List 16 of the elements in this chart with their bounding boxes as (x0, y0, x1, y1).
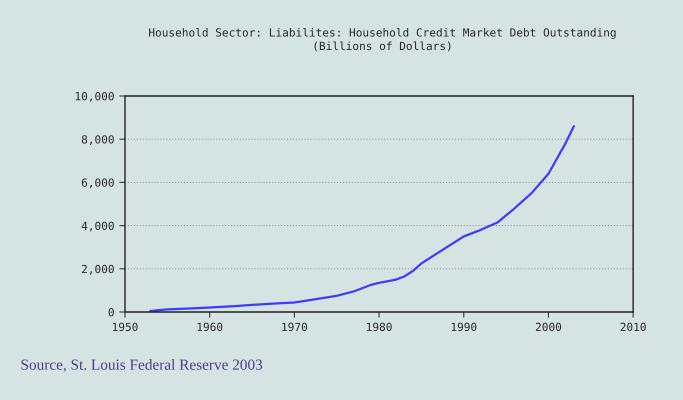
source-note: Source, St. Louis Federal Reserve 2003 (22, 359, 262, 372)
y-tick-label: 8,000 (82, 135, 114, 146)
x-tick-label: 1960 (198, 322, 222, 332)
x-tick-label: 2010 (620, 322, 646, 332)
line-series (149, 125, 575, 312)
y-tick-label: 0 (108, 308, 114, 316)
y-tick-label: 4,000 (82, 222, 114, 232)
chart-title: Household Sector: Liabilites: Household Credit Market Debt Outstanding (Billions of Dollars) (149, 28, 616, 52)
x-tick-label: 1990 (452, 322, 476, 332)
x-tick-label: 1980 (367, 322, 392, 332)
x-tick-label: 2000 (536, 322, 562, 332)
x-tick-label: 1970 (282, 322, 308, 332)
y-tick-label: 10,000 (76, 92, 114, 102)
x-tick-label: 1950 (112, 322, 138, 332)
y-tick-label: 6,000 (82, 178, 114, 188)
y-tick-label: 2,000 (82, 264, 114, 275)
